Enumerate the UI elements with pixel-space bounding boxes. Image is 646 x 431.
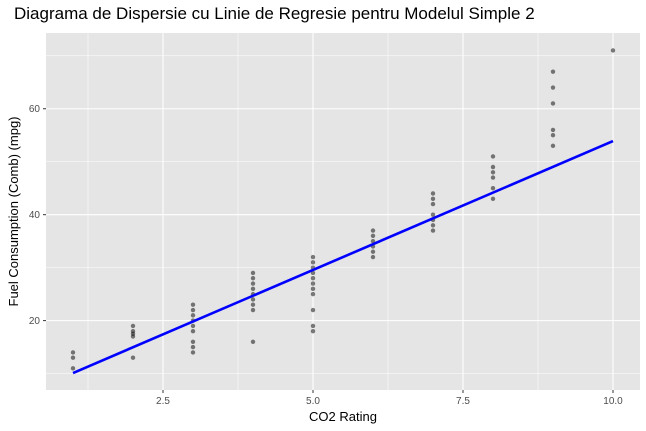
data-point [430,223,436,228]
data-point [190,339,196,344]
data-point [430,228,436,233]
data-point [550,69,556,74]
data-point [550,101,556,106]
data-point [310,286,316,292]
data-point [190,323,196,329]
data-point [190,344,196,350]
data-point [550,85,556,90]
data-point [370,238,376,244]
data-point [310,254,316,260]
y-tick-label: 60 [29,104,41,115]
data-point [130,323,136,329]
y-axis-title: Fuel Consumption (Comb) (mpg) [6,116,21,306]
x-tick-label: 10.0 [603,396,623,407]
data-point [370,228,376,233]
data-point [190,307,196,313]
data-point [310,291,316,297]
data-point [490,196,496,201]
data-point [430,191,436,196]
data-point [490,170,496,175]
data-point [250,339,256,344]
data-point [250,276,256,281]
data-point [190,313,196,318]
data-point [310,307,316,313]
data-point [310,329,316,334]
data-point [430,201,436,207]
data-point [310,270,316,276]
x-tick-label: 5.0 [306,396,320,407]
data-point [550,143,556,149]
data-point [250,307,256,313]
regression-line [72,139,614,375]
data-point [490,154,496,159]
data-point [250,286,256,292]
data-point [310,281,316,286]
x-tick-label: 7.5 [456,396,470,407]
data-point [310,323,316,329]
data-point [70,355,76,360]
data-point [250,297,256,302]
data-point [190,350,196,355]
y-axis-ticks: 20 40 60 [29,104,46,327]
data-point [610,48,616,53]
data-point [370,254,376,260]
data-point [190,329,196,334]
plot-panel [46,33,640,390]
x-axis-ticks: 2.5 5.0 7.5 10.0 [156,390,623,407]
chart-title: Diagrama de Dispersie cu Linie de Regres… [14,4,535,23]
y-tick-label: 20 [29,316,41,327]
x-axis-title: CO2 Rating [309,409,377,424]
data-point [70,366,76,371]
data-point [190,302,196,307]
data-point [430,196,436,201]
data-point [250,302,256,307]
data-points [70,48,616,371]
data-point [490,185,496,191]
data-point [550,127,556,133]
data-point [130,334,136,339]
data-point [250,281,256,286]
data-point [310,276,316,281]
x-tick-label: 2.5 [156,396,170,407]
data-point [310,260,316,265]
data-point [250,270,256,276]
data-point [550,133,556,138]
y-tick-label: 40 [29,210,41,221]
data-point [370,233,376,239]
data-point [430,212,436,217]
data-point [490,164,496,170]
data-point [70,350,76,355]
data-point [370,249,376,254]
data-point [490,175,496,180]
data-point [130,355,136,360]
grid-lines [46,33,640,390]
